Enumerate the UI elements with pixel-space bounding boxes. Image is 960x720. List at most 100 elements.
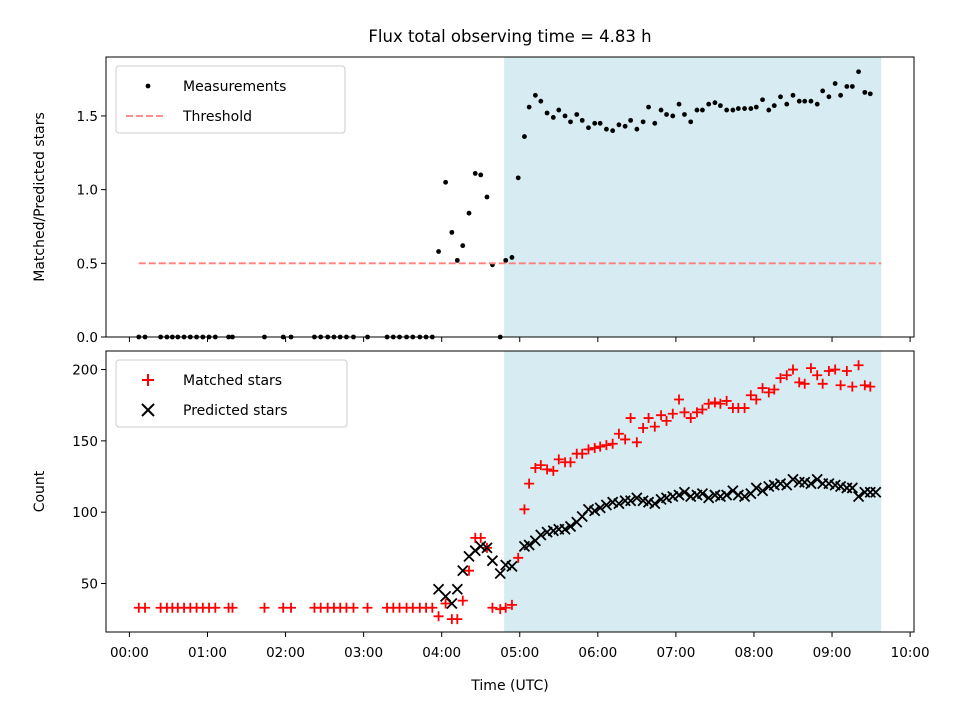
predicted-star-point: [535, 529, 547, 541]
predicted-star-point: [481, 542, 493, 554]
predicted-star-point: [506, 560, 518, 573]
matched-star-point: [859, 380, 870, 391]
measurement-point: [700, 107, 705, 113]
measurement-point: [466, 210, 472, 216]
matched-star-point: [210, 602, 221, 613]
measurement-point: [867, 91, 873, 97]
y-tick-label: 150: [72, 434, 98, 450]
predicted-star-point: [696, 488, 709, 500]
matched-star-point: [781, 370, 792, 381]
legend-label: Measurements: [183, 79, 286, 95]
matched-star-point: [799, 378, 810, 389]
matched-star-point: [362, 602, 373, 613]
x-axis-label: Time (UTC): [470, 678, 548, 694]
x-tick-label: 04:00: [422, 645, 461, 661]
matched-star-point: [613, 428, 624, 439]
measurement-point: [484, 194, 490, 200]
matched-star-point: [427, 602, 438, 613]
measurement-point: [586, 125, 591, 131]
measurement-point: [562, 113, 568, 119]
matched-star-point: [751, 394, 762, 405]
matched-star-point: [703, 398, 714, 409]
x-tick-label: 01:00: [188, 645, 227, 661]
legend-label: Predicted stars: [183, 403, 288, 419]
matched-star-point: [348, 602, 359, 613]
matched-star-point: [643, 413, 654, 424]
matched-star-point: [661, 415, 672, 426]
measurement-point: [790, 92, 796, 98]
matched-star-point: [620, 434, 631, 445]
matched-star-point: [853, 360, 864, 371]
measurement-point: [766, 107, 772, 113]
x-tick-label: 08:00: [735, 645, 774, 661]
measurement-point: [597, 120, 603, 126]
x-tick-label: 10:00: [891, 645, 930, 661]
matched-star-point: [721, 395, 732, 406]
predicted-star-point: [870, 486, 882, 498]
measurement-point: [526, 104, 532, 110]
matched-star-point: [548, 465, 559, 476]
predicted-star-point: [787, 473, 799, 486]
x-tick-label: 06:00: [578, 645, 617, 661]
y-axis-label: Count: [32, 470, 48, 512]
matched-star-point: [847, 381, 858, 392]
matched-star-point: [565, 457, 576, 468]
matched-star-point: [739, 403, 750, 414]
measurements-panel: 0.0 0.5 1.0 1.5 Matched/Predicted stars Measu…: [32, 56, 915, 346]
measurement-point: [652, 120, 658, 126]
measurement-point: [688, 119, 694, 125]
legend-label: Matched stars: [183, 373, 282, 389]
matched-star-point: [805, 363, 816, 374]
measurement-point: [796, 98, 802, 104]
matched-star-point: [649, 421, 660, 432]
predicted-star-point: [559, 523, 571, 535]
matched-star-point: [775, 373, 786, 384]
matched-star-point: [625, 413, 636, 424]
matched-star-point: [487, 602, 498, 613]
measurement-point: [826, 94, 832, 100]
measurement-point: [808, 98, 814, 104]
measurement-point: [579, 117, 585, 123]
legend-marker-measurements: [145, 83, 151, 89]
x-tick-label: 03:00: [344, 645, 383, 661]
legend-label: Threshold: [182, 109, 252, 125]
measurement-point: [717, 103, 723, 109]
x-tick-label: 05:00: [500, 645, 539, 661]
axes-frame: [105, 56, 915, 338]
predicted-star-point: [613, 497, 625, 510]
predicted-star-point: [805, 478, 817, 490]
matched-star-point: [577, 448, 588, 459]
matched-star-point: [691, 407, 702, 418]
predicted-star-point: [494, 567, 506, 580]
legend-marker-predicted: [141, 403, 155, 417]
matched-star-point: [631, 437, 642, 448]
measurement-point: [771, 103, 777, 109]
measurement-point: [712, 100, 718, 106]
y-axis-label: Matched/Predicted stars: [32, 112, 48, 282]
predicted-star-point: [721, 489, 733, 501]
matched-star-point: [709, 397, 720, 408]
legend-box: [115, 65, 346, 134]
measurement-point: [664, 112, 669, 117]
measurement-point: [730, 107, 736, 113]
predicted-star-point: [852, 490, 865, 503]
matched-star-point: [823, 365, 834, 376]
measurement-point: [724, 107, 730, 113]
predicted-star-point: [631, 492, 643, 504]
matched-star-point: [794, 377, 805, 388]
observing-span: [504, 57, 882, 337]
measurement-point: [436, 249, 441, 254]
matched-star-point: [667, 408, 678, 419]
measurement-point: [503, 257, 509, 263]
measurement-point: [522, 134, 527, 139]
measurement-point: [443, 179, 448, 185]
matched-star-point: [500, 602, 511, 613]
measurement-point: [844, 84, 850, 89]
matched-star-point: [841, 365, 852, 376]
matched-star-point: [638, 423, 649, 434]
matched-star-point: [817, 378, 828, 389]
measurement-point: [640, 119, 646, 125]
predicted-star-point: [446, 597, 458, 610]
y-tick-label: 200: [72, 363, 98, 379]
